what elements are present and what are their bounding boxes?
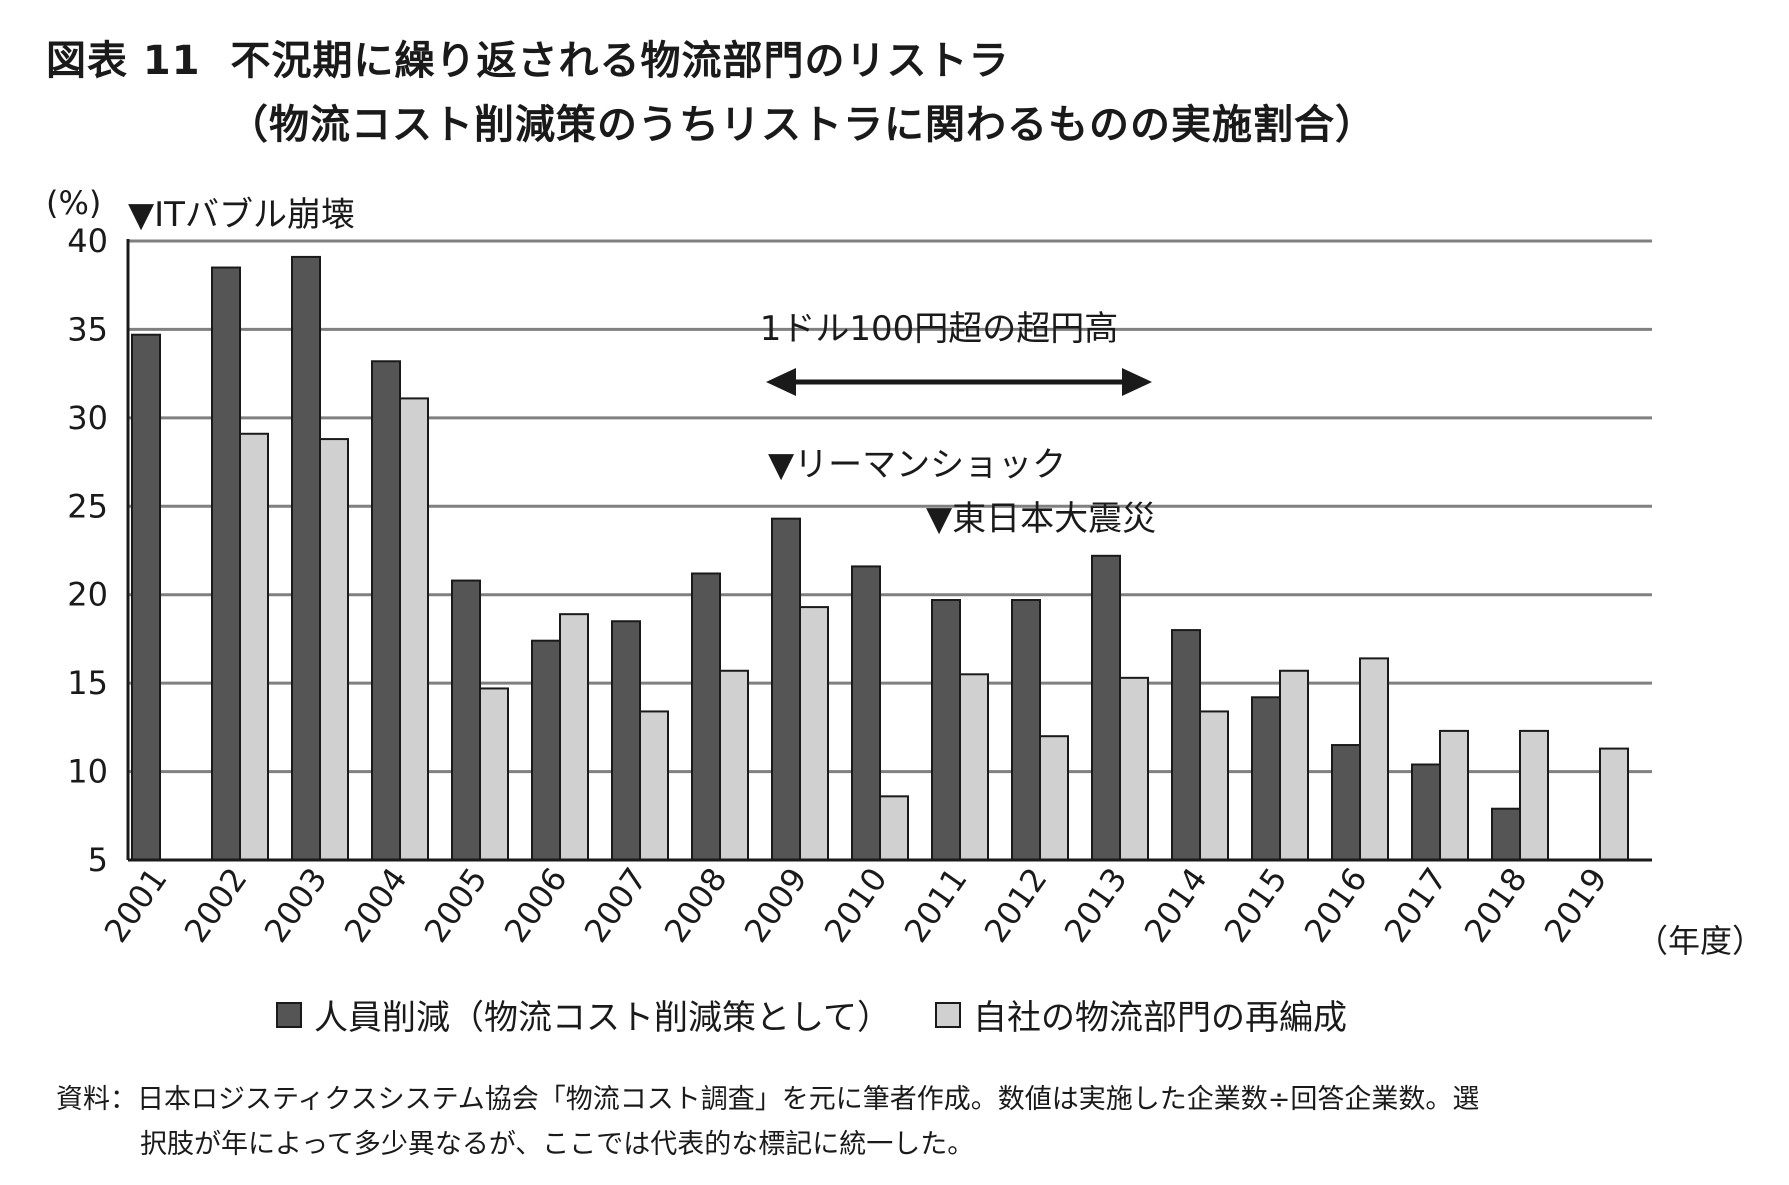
bar-staff-reduction-2018 <box>1491 807 1521 861</box>
x-tick-label: 2004 <box>337 861 415 950</box>
chart-subtitle: （物流コスト削減策のうちリストラに関わるものの実施割合） <box>228 102 1376 148</box>
x-axis-label: （年度） <box>1636 922 1764 960</box>
bar-reorganization-2007 <box>639 710 669 861</box>
bar-staff-reduction-2006 <box>531 639 561 861</box>
y-tick-label: 20 <box>67 576 108 614</box>
bar-staff-reduction-2015 <box>1251 696 1281 862</box>
bar-staff-reduction-2009 <box>771 517 801 861</box>
bar-staff-reduction-2017 <box>1411 763 1441 861</box>
legend: 人員削減（物流コスト削減策として） 自社の物流部門の再編成 <box>276 990 1347 1039</box>
x-tick-label: 2009 <box>737 861 815 950</box>
bar-staff-reduction-2008 <box>691 572 721 862</box>
bar-reorganization-2017 <box>1439 729 1469 861</box>
y-tick-label: 5 <box>88 841 108 879</box>
y-axis-label: (%) <box>46 184 101 222</box>
bar-staff-reduction-2007 <box>611 620 641 861</box>
chart-title: 図表 11 不況期に繰り返される物流部門のリストラ <box>46 38 1010 84</box>
bar-reorganization-2015 <box>1279 669 1309 862</box>
annotation-yen-high: 1ドル100円超の超円高 <box>760 309 1119 349</box>
bar-staff-reduction-2010 <box>851 565 881 861</box>
bar-reorganization-2005 <box>479 687 509 861</box>
x-tick-label: 2013 <box>1057 861 1135 950</box>
arrow-head-left <box>766 368 796 396</box>
bar-staff-reduction-2002 <box>211 266 241 861</box>
x-tick-label: 2006 <box>497 861 575 950</box>
bars <box>126 239 1652 862</box>
bar-reorganization-2003 <box>319 438 349 861</box>
bar-reorganization-2011 <box>959 673 989 861</box>
bar-reorganization-2013 <box>1119 676 1149 862</box>
bar-reorganization-2010 <box>879 795 909 861</box>
y-axis-ticks: 5 10 15 20 25 30 35 40 <box>67 222 108 879</box>
x-tick-label: 2017 <box>1377 861 1455 950</box>
bar-staff-reduction-2013 <box>1091 554 1121 861</box>
x-tick-label: 2014 <box>1137 861 1215 950</box>
bar-reorganization-2019 <box>1599 747 1629 862</box>
bar-reorganization-2016 <box>1359 657 1389 862</box>
bar-reorganization-2002 <box>239 432 269 861</box>
bar-staff-reduction-2001 <box>131 333 161 861</box>
bar-staff-reduction-2012 <box>1011 599 1041 862</box>
legend-swatch-reorganization <box>934 1001 961 1028</box>
bar-reorganization-2006 <box>559 613 589 861</box>
bar-staff-reduction-2005 <box>451 579 481 862</box>
bar-staff-reduction-2016 <box>1331 744 1361 861</box>
y-tick-label: 15 <box>67 664 108 702</box>
annotation-earthquake: ▼東日本大震災 <box>926 499 1156 539</box>
x-tick-label: 2007 <box>577 861 655 950</box>
x-tick-label: 2008 <box>657 861 735 950</box>
x-tick-label: 2019 <box>1537 861 1615 950</box>
bar-reorganization-2008 <box>719 669 749 862</box>
bar-staff-reduction-2014 <box>1171 629 1201 861</box>
bar-staff-reduction-2011 <box>931 599 961 862</box>
bar-reorganization-2014 <box>1199 710 1229 861</box>
bar-reorganization-2004 <box>399 397 429 861</box>
x-tick-label: 2010 <box>817 861 895 950</box>
arrow-head-right <box>1122 368 1152 396</box>
y-tick-label: 40 <box>67 222 108 260</box>
source-note-cont: 択肢が年によって多少異なるが、ここでは代表的な標記に統一した。 <box>140 1129 975 1160</box>
x-tick-label: 2002 <box>177 861 255 950</box>
bar-reorganization-2018 <box>1519 729 1549 861</box>
x-tick-label: 2018 <box>1457 861 1535 950</box>
y-tick-label: 25 <box>67 487 108 525</box>
x-tick-label: 2001 <box>97 861 175 950</box>
annotation-lehman: ▼リーマンショック <box>768 445 1066 485</box>
x-tick-label: 2012 <box>977 861 1055 950</box>
legend-swatch-staff-reduction <box>276 1001 302 1028</box>
x-tick-label: 2016 <box>1297 861 1375 950</box>
x-axis-ticks: 2001 2002 2003 2004 2005 2006 2007 2008 2009 2010… <box>97 861 1615 950</box>
bar-reorganization-2012 <box>1039 735 1069 862</box>
annotations: ▼ITバブル崩壊 1ドル100円超の超円高 ▼リーマンショック ▼東日本大震災 <box>128 195 1156 539</box>
source-note: 資料：日本ロジスティクスシステム協会「物流コスト調査」を元に筆者作成。数値は実施… <box>56 1084 1480 1115</box>
x-tick-label: 2005 <box>417 861 495 950</box>
bar-reorganization-2009 <box>799 606 829 862</box>
y-tick-label: 30 <box>67 399 108 437</box>
x-tick-label: 2011 <box>897 861 975 950</box>
y-tick-label: 10 <box>67 753 108 791</box>
legend-label-reorganization: 自社の物流部門の再編成 <box>972 998 1347 1038</box>
y-tick-label: 35 <box>67 310 108 348</box>
bar-staff-reduction-2004 <box>371 360 401 861</box>
bar-staff-reduction-2003 <box>291 255 321 862</box>
annotation-it-bubble: ▼ITバブル崩壊 <box>128 195 355 235</box>
x-tick-label: 2003 <box>257 861 335 950</box>
x-tick-label: 2015 <box>1217 861 1295 950</box>
legend-label-staff-reduction: 人員削減（物流コスト削減策として） <box>314 998 891 1038</box>
